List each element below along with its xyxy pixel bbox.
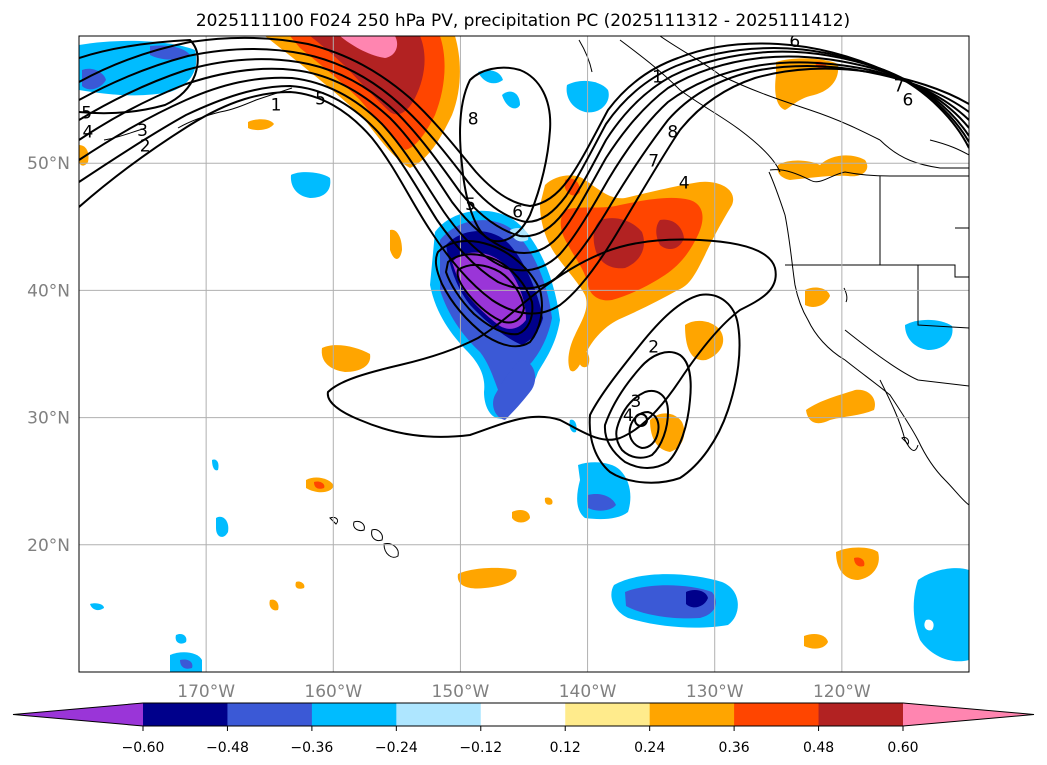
contour-label: 7: [648, 152, 659, 172]
contour-label: 6: [512, 203, 523, 223]
pv-contour-4: [615, 390, 670, 459]
contour-label: 2: [140, 136, 151, 156]
pv-contour-inner-3: [456, 264, 526, 324]
colorbar-segment: [396, 703, 482, 726]
pv-contour-loop-top: [459, 66, 552, 243]
colorbar-segment: [649, 703, 735, 726]
colorbar-tick-label: 0.24: [634, 740, 665, 756]
lon-tick-label: 120°W: [813, 682, 871, 702]
colorbar-tick-label: −0.48: [206, 740, 249, 756]
colorbar-extend-max: [903, 703, 1034, 726]
contour-label: 2: [648, 337, 659, 357]
pv-contour-jet-e: [79, 50, 969, 238]
colorbar-segment: [227, 703, 313, 726]
colorbar-segment: [734, 703, 820, 726]
pv-contour-inner-1: [434, 239, 543, 348]
colorbar-tick-label: 0.48: [803, 740, 834, 756]
colorbar-tick-label: 0.60: [887, 740, 918, 756]
colorbar-segment: [480, 703, 566, 726]
lon-tick-label: 140°W: [559, 682, 617, 702]
contour-label: 3: [630, 392, 641, 412]
contour-label: 5: [81, 103, 92, 123]
contour-label: 4: [679, 173, 690, 193]
chart-title: 2025111100 F024 250 hPa PV, precipitatio…: [196, 11, 850, 31]
colorbar-tick-label: −0.60: [122, 740, 165, 756]
colorbar-segment: [818, 703, 904, 726]
precip-negative-shading: [79, 40, 969, 672]
colorbar-extend-min: [13, 703, 143, 726]
contour-label: 4: [82, 122, 93, 142]
latitude-labels: 50°N 40°N 30°N 20°N: [27, 154, 70, 556]
longitude-labels: 170°W 160°W 150°W 140°W 130°W 120°W: [177, 682, 871, 702]
lat-tick-label: 20°N: [27, 536, 70, 556]
colorbar-segment: [565, 703, 651, 726]
coastlines: [103, 36, 969, 558]
contour-label: 5: [465, 195, 476, 215]
contour-label: 6: [903, 91, 914, 111]
lat-tick-label: 40°N: [27, 281, 70, 301]
contour-label: 8: [667, 122, 678, 142]
pv-contour-jet-f: [79, 46, 969, 224]
colorbar-segment: [311, 703, 397, 726]
lon-tick-label: 150°W: [432, 682, 490, 702]
pv-contour-jet-g: [79, 36, 969, 208]
colorbar-tick-label: 0.36: [719, 740, 750, 756]
pv-contour-2: [588, 293, 741, 484]
lon-tick-label: 170°W: [177, 682, 235, 702]
lat-tick-label: 30°N: [27, 409, 70, 429]
pv-contours: [79, 36, 969, 484]
colorbar-tick-label: 0.12: [550, 740, 581, 756]
pv-contour-1-outer: [326, 238, 777, 441]
colorbar-tick-label: −0.36: [290, 740, 333, 756]
contour-label: 5: [315, 89, 326, 109]
colorbar: −0.60 −0.48 −0.36 −0.24 −0.12 0.12 0.24 0.36 0.4…: [12, 702, 1035, 756]
pv-contour-nw-top: [79, 38, 199, 115]
contour-label: 4: [623, 406, 634, 426]
colorbar-segment: [143, 703, 228, 726]
pv-contour-jet-d: [79, 55, 969, 254]
contour-label: 1: [271, 96, 282, 116]
lat-tick-label: 50°N: [27, 154, 70, 174]
pv-contour-jet-c: [79, 61, 969, 272]
contour-label: 1: [652, 68, 663, 88]
pv-contour-jet-b: [79, 65, 969, 290]
colorbar-tick-label: −0.12: [459, 740, 502, 756]
lon-tick-label: 160°W: [304, 682, 362, 702]
contour-label: 7: [894, 77, 905, 97]
pv-contour-inner-2: [444, 253, 534, 336]
pv-contour-3: [603, 351, 692, 469]
contour-label: 6: [789, 32, 800, 52]
lon-tick-label: 130°W: [686, 682, 744, 702]
plot-frame: [78, 35, 970, 673]
contour-label: 8: [468, 110, 479, 130]
contour-label: 3: [137, 121, 148, 141]
pv-contour-6: [634, 413, 648, 427]
colorbar-tick-label: −0.24: [375, 740, 418, 756]
